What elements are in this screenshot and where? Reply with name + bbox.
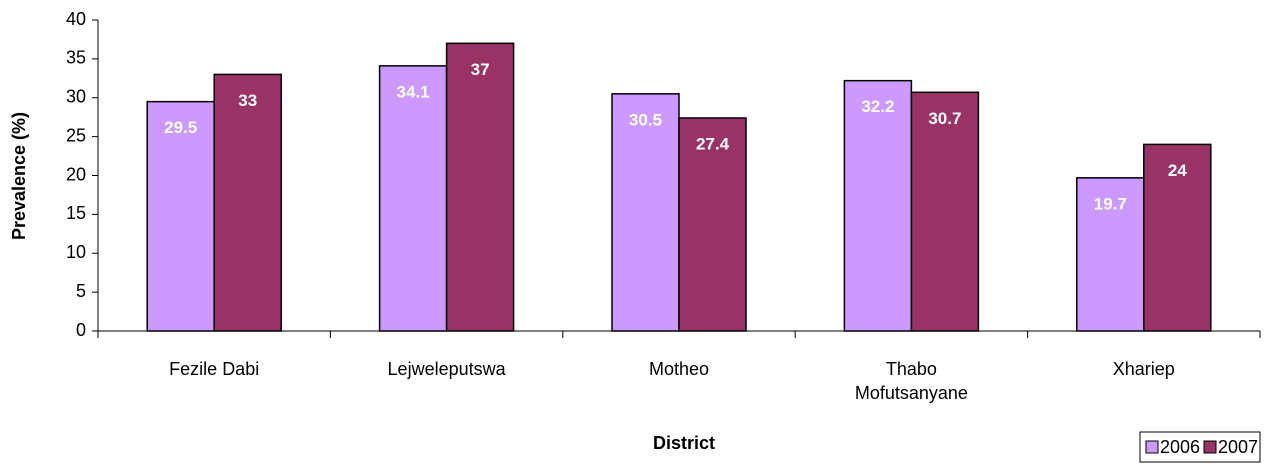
legend-swatch	[1203, 440, 1217, 454]
x-axis-title: District	[653, 433, 715, 453]
value-label: 30.5	[629, 110, 662, 129]
bar	[213, 73, 282, 332]
x-tick-label: Thabo Mofutsanyane	[855, 359, 968, 403]
value-label: 37	[471, 60, 490, 79]
y-tick-label: 40	[66, 9, 86, 29]
value-label: 29.5	[164, 118, 197, 137]
value-label: 33	[238, 91, 257, 110]
value-label: 32.2	[861, 97, 894, 116]
y-tick-label: 25	[66, 125, 86, 145]
value-label: 24	[1168, 161, 1187, 180]
bar	[843, 79, 913, 332]
value-label: 34.1	[397, 82, 430, 101]
y-tick-label: 30	[66, 87, 86, 107]
x-tick-label: Lejweleputswa	[388, 359, 507, 379]
value-label: 19.7	[1094, 194, 1127, 213]
y-tick-label: 10	[66, 242, 86, 262]
legend-box	[1139, 431, 1261, 463]
x-tick-label: Motheo	[649, 359, 709, 379]
bar	[910, 91, 980, 332]
y-tick-label: 15	[66, 203, 86, 223]
value-label: 27.4	[696, 134, 730, 153]
x-tick-label: Fezile Dabi	[169, 359, 259, 379]
bar	[445, 42, 515, 332]
y-tick-label: 5	[76, 281, 86, 301]
y-tick-label: 35	[66, 48, 86, 68]
y-tick-label: 20	[66, 164, 86, 184]
bar	[378, 65, 448, 332]
value-label: 30.7	[928, 109, 961, 128]
legend-label: 2006	[1160, 437, 1200, 457]
y-axis-title: Prevalence (%)	[9, 112, 29, 240]
bar	[611, 93, 680, 332]
x-tick-label: Xhariep	[1113, 359, 1175, 379]
y-tick-label: 0	[76, 320, 86, 340]
x-tick-label-line: Mofutsanyane	[855, 383, 968, 403]
legend-label: 2007	[1218, 437, 1258, 457]
x-tick-label-line: Thabo	[886, 359, 937, 379]
legend-swatch	[1145, 440, 1159, 454]
